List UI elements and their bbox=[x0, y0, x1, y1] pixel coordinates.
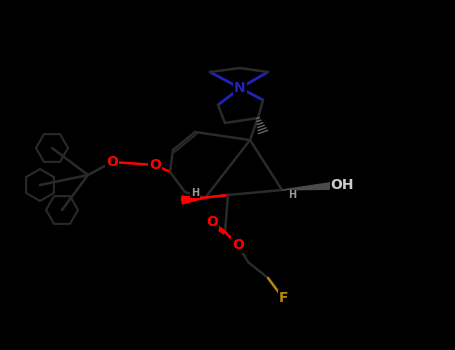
Text: O: O bbox=[206, 215, 218, 229]
Text: H: H bbox=[288, 190, 296, 200]
Polygon shape bbox=[282, 181, 342, 190]
Text: OH: OH bbox=[330, 178, 354, 192]
Text: N: N bbox=[234, 81, 246, 95]
Text: O: O bbox=[149, 158, 161, 172]
Text: F: F bbox=[278, 291, 288, 305]
Polygon shape bbox=[182, 196, 205, 204]
Text: H: H bbox=[191, 188, 199, 198]
Text: O: O bbox=[106, 155, 118, 169]
Text: O: O bbox=[232, 238, 244, 252]
